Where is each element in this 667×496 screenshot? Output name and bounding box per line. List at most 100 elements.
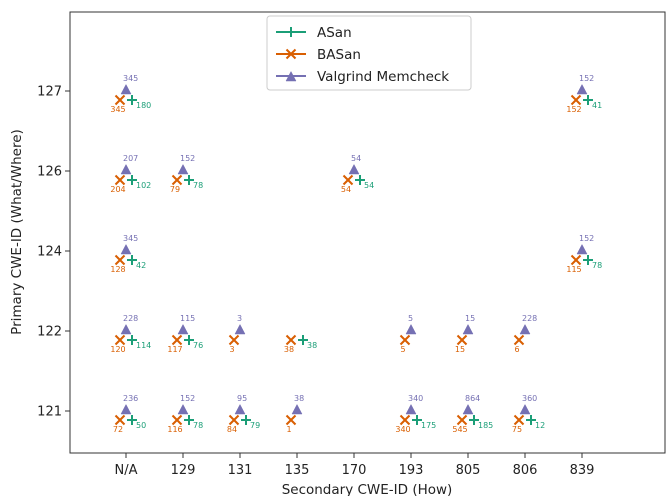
marker-basan <box>171 334 183 346</box>
data-label-valgrind-memcheck: 15 <box>465 314 475 323</box>
marker-valgrind-memcheck <box>120 323 132 335</box>
x-tick-label: 131 <box>228 463 253 478</box>
marker-basan <box>114 414 126 426</box>
y-tick-label: 124 <box>37 245 62 260</box>
marker-basan-b <box>399 334 411 346</box>
data-label-valgrind-memcheck: 345 <box>123 74 138 83</box>
marker-valgrind-memcheck-shape <box>234 403 246 415</box>
marker-valgrind-memcheck <box>519 323 531 335</box>
data-label-basan: 340 <box>395 425 410 434</box>
legend-marker <box>286 27 296 37</box>
legend-label: BASan <box>317 47 361 63</box>
marker-basan <box>228 334 240 346</box>
marker-basan-b <box>114 174 126 186</box>
data-label-basan: 128 <box>110 265 125 274</box>
data-label-basan: 54 <box>341 185 351 194</box>
data-label-basan: 117 <box>167 345 182 354</box>
marker-valgrind-memcheck <box>462 403 474 415</box>
data-label-asan: 102 <box>136 181 151 190</box>
data-label-basan: 79 <box>170 185 180 194</box>
legend-label: ASan <box>317 25 352 41</box>
y-tick-label: 126 <box>37 165 62 180</box>
x-axis: N/A 129 131 135 170 193 805 806 839 <box>115 453 594 478</box>
marker-basan-b <box>228 414 240 426</box>
y-tick-label: 121 <box>37 405 62 420</box>
marker-valgrind-memcheck <box>177 323 189 335</box>
marker-basan-b <box>114 414 126 426</box>
marker-valgrind-memcheck <box>576 243 588 255</box>
data-label-basan: 545 <box>452 425 467 434</box>
data-label-valgrind-memcheck: 152 <box>579 74 594 83</box>
marker-basan <box>171 414 183 426</box>
data-label-valgrind-memcheck: 152 <box>579 234 594 243</box>
data-label-basan: 84 <box>227 425 237 434</box>
marker-basan <box>399 414 411 426</box>
marker-basan-b <box>114 334 126 346</box>
data-label-valgrind-memcheck: 3 <box>237 314 242 323</box>
marker-valgrind-memcheck <box>405 403 417 415</box>
legend-item-valgrind-memcheck: Valgrind Memcheck <box>276 69 449 85</box>
marker-valgrind-memcheck-shape <box>405 403 417 415</box>
legend-marker <box>285 48 297 60</box>
x-tick-label: 806 <box>513 463 538 478</box>
data-label-basan: 345 <box>110 105 125 114</box>
marker-valgrind-memcheck <box>120 243 132 255</box>
marker-basan <box>513 334 525 346</box>
marker-asan <box>184 335 194 345</box>
marker-valgrind-memcheck-shape <box>120 323 132 335</box>
marker-basan-b <box>399 414 411 426</box>
legend-marker-b <box>285 48 297 60</box>
data-label-asan: 79 <box>250 421 260 430</box>
legend: ASan BASan Valgrind Memcheck <box>266 15 472 91</box>
marker-basan-b <box>342 174 354 186</box>
x-tick-label: 135 <box>285 463 310 478</box>
marker-valgrind-memcheck-shape <box>234 323 246 335</box>
data-label-basan: 152 <box>566 105 581 114</box>
marker-basan <box>285 414 297 426</box>
data-label-asan: 41 <box>592 101 602 110</box>
marker-valgrind-memcheck <box>234 323 246 335</box>
marker-basan <box>171 174 183 186</box>
data-label-valgrind-memcheck: 207 <box>123 154 138 163</box>
y-axis: 121 122 124 126 127 <box>37 85 70 420</box>
marker-basan <box>570 94 582 106</box>
marker-valgrind-memcheck-shape <box>291 403 303 415</box>
data-label-asan: 175 <box>421 421 436 430</box>
marker-basan-b <box>114 94 126 106</box>
marker-asan <box>184 175 194 185</box>
marker-basan <box>456 334 468 346</box>
marker-valgrind-memcheck-shape <box>405 323 417 335</box>
data-label-valgrind-memcheck: 864 <box>465 394 480 403</box>
data-label-valgrind-memcheck: 228 <box>522 314 537 323</box>
data-label-asan: 180 <box>136 101 151 110</box>
data-label-valgrind-memcheck: 152 <box>180 394 195 403</box>
marker-valgrind-memcheck <box>348 163 360 175</box>
data-label-valgrind-memcheck: 54 <box>351 154 361 163</box>
data-label-valgrind-memcheck: 5 <box>408 314 413 323</box>
marker-valgrind-memcheck-shape <box>177 323 189 335</box>
marker-basan <box>456 414 468 426</box>
data-label-basan: 3 <box>229 345 234 354</box>
legend-item-asan: ASan <box>276 25 352 41</box>
marker-basan-b <box>570 94 582 106</box>
data-label-asan: 114 <box>136 341 151 350</box>
data-label-asan: 50 <box>136 421 146 430</box>
marker-valgrind-memcheck <box>120 83 132 95</box>
marker-valgrind-memcheck <box>576 83 588 95</box>
y-axis-title: Primary CWE-ID (What/Where) <box>9 129 25 335</box>
legend-marker <box>285 70 297 82</box>
y-tick-label: 127 <box>37 85 62 100</box>
data-label-asan: 12 <box>535 421 545 430</box>
marker-basan <box>570 254 582 266</box>
marker-asan <box>583 255 593 265</box>
marker-basan-b <box>171 174 183 186</box>
marker-basan-b <box>456 334 468 346</box>
x-tick-label: 805 <box>456 463 481 478</box>
data-label-basan: 75 <box>512 425 522 434</box>
x-tick-label: 170 <box>342 463 367 478</box>
series-valgrind-memcheck: 345 152 207 152 54 345 152 228 115 3 5 15 228 236 152 9… <box>120 74 594 415</box>
marker-valgrind-memcheck <box>405 323 417 335</box>
x-tick-label: 129 <box>171 463 196 478</box>
marker-basan <box>285 334 297 346</box>
data-label-basan: 204 <box>110 185 125 194</box>
